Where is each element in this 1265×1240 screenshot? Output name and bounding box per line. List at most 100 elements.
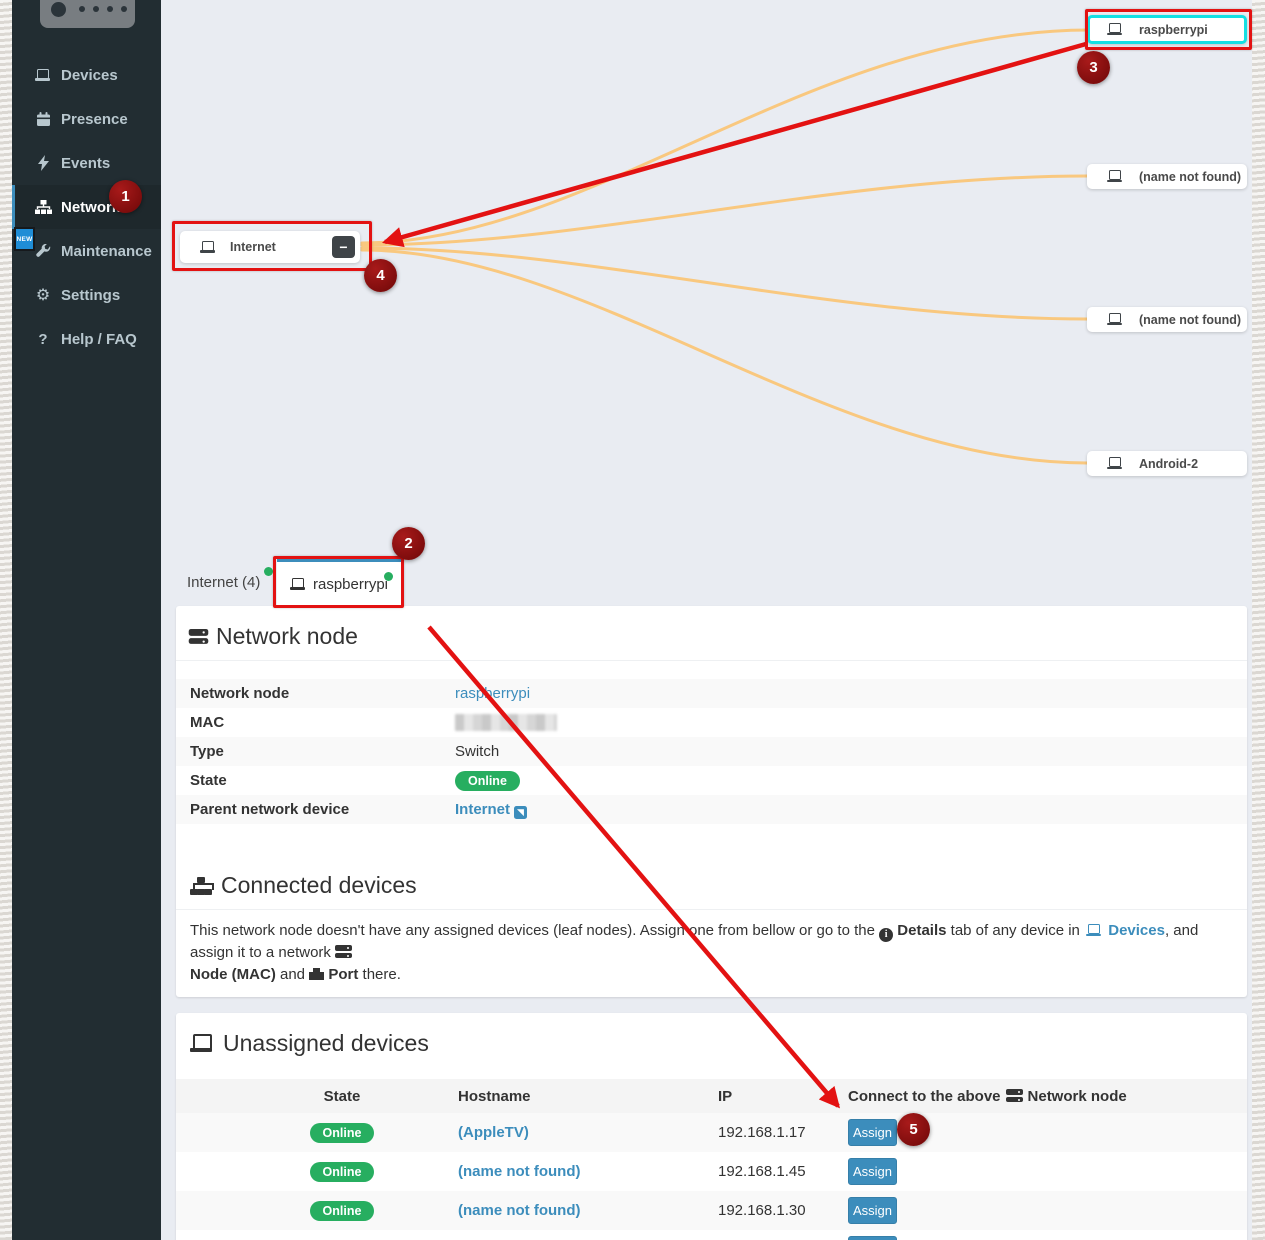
assign-button[interactable]: Assign	[848, 1158, 897, 1185]
network-node-panel: Network node Network node raspberrypi MA…	[176, 606, 1247, 997]
node-mac-emphasis: Node (MAC)	[190, 966, 276, 983]
sidebar-item-help[interactable]: ? Help / FAQ	[12, 317, 161, 361]
row-label: Parent network device	[190, 801, 350, 818]
laptop-icon	[289, 577, 306, 591]
col-ip: IP	[718, 1087, 733, 1105]
online-status-badge: Online	[309, 1122, 375, 1143]
sidebar-item-devices[interactable]: Devices	[12, 53, 161, 97]
col-connect: Connect to the above Network node	[848, 1087, 1127, 1105]
topology-node-android-2[interactable]: Android-2	[1087, 451, 1247, 476]
sidebar-item-presence[interactable]: Presence	[12, 97, 161, 141]
table-row: MAC	[176, 708, 1247, 737]
ip-value: 192.168.1.17	[718, 1124, 806, 1141]
topology-node-unnamed-1[interactable]: (name not found)	[1087, 164, 1247, 189]
unassigned-devices-heading: Unassigned devices	[176, 1013, 1247, 1067]
node-name-link[interactable]: raspberrypi	[455, 685, 531, 702]
server-icon	[1005, 1089, 1023, 1103]
panel-title: Unassigned devices	[223, 1030, 429, 1056]
external-link-icon[interactable]: ◥	[514, 805, 528, 819]
question-icon: ?	[38, 330, 48, 348]
sidebar-item-maintenance[interactable]: Maintenance	[12, 229, 161, 273]
hostname-link[interactable]: (name not found)	[458, 1163, 581, 1180]
server-icon	[188, 628, 209, 644]
topology-node-internet[interactable]: Internet −	[180, 231, 360, 263]
table-row: Online (name not found) 192.168.1.57 Ass…	[176, 1230, 1247, 1240]
assign-button[interactable]: Assign	[848, 1119, 897, 1146]
desc-text: there.	[358, 966, 401, 983]
assign-button[interactable]: Assign	[848, 1236, 897, 1240]
server-icon	[335, 945, 353, 959]
tab-raspberrypi[interactable]: raspberrypi	[277, 559, 401, 606]
node-label: Android-2	[1139, 456, 1199, 471]
table-row: Online (AppleTV) 192.168.1.17 Assign	[176, 1113, 1247, 1152]
lightning-bolt-icon	[33, 155, 53, 171]
table-row: Online (name not found) 192.168.1.30 Ass…	[176, 1191, 1247, 1230]
row-label: State	[190, 772, 227, 789]
info-circle-icon: i	[879, 928, 894, 943]
node-detail-table: Network node raspberrypi MAC Type Switch…	[176, 679, 1247, 824]
laptop-icon	[200, 240, 216, 254]
sidebar-item-label: Settings	[61, 286, 121, 304]
topology-node-unnamed-2[interactable]: (name not found)	[1087, 307, 1247, 332]
node-label: raspberrypi	[1139, 22, 1208, 37]
node-label: (name not found)	[1139, 312, 1242, 327]
ethernet-port-icon	[309, 968, 325, 980]
desc-text: This network node doesn't have any assig…	[190, 922, 880, 939]
table-row: Parent network device Internet ◥	[176, 795, 1247, 824]
ip-value: 192.168.1.45	[718, 1163, 806, 1180]
redacted-mac-value	[455, 714, 557, 731]
hostname-link[interactable]: (name not found)	[458, 1202, 581, 1219]
sidebar-item-settings[interactable]: ⚙ Settings	[12, 273, 161, 317]
new-feature-badge: NEW	[14, 227, 35, 251]
online-status-badge: Online	[455, 770, 520, 791]
network-node-heading: Network node	[176, 606, 1247, 660]
page-margin-left	[0, 0, 12, 1240]
page-scrollbar-strip[interactable]	[1252, 0, 1265, 1240]
online-dot	[264, 567, 274, 576]
row-label: MAC	[190, 714, 225, 731]
sidebar-item-label: Network	[61, 198, 121, 216]
sidebar-item-network[interactable]: Network	[12, 185, 161, 229]
table-row: State Online	[176, 766, 1247, 795]
devices-link[interactable]: Devices	[1108, 922, 1165, 939]
panel-title: Network node	[216, 623, 358, 649]
parent-device-link[interactable]: Internet	[455, 800, 511, 818]
panel-title: Connected devices	[221, 872, 417, 898]
sidebar: Devices Presence Events Network	[12, 0, 161, 1240]
online-status-badge: Online	[309, 1200, 375, 1221]
collapse-node-button[interactable]: −	[332, 236, 355, 258]
desc-text: and	[275, 966, 310, 983]
row-label: Type	[190, 743, 224, 760]
gear-icon: ⚙	[35, 287, 51, 304]
connected-devices-heading: Connected devices	[176, 824, 1247, 909]
laptop-icon	[1107, 170, 1123, 183]
online-dot	[384, 572, 393, 581]
connected-devices-description: This network node doesn't have any assig…	[176, 910, 1247, 986]
details-emphasis: Details	[897, 922, 947, 939]
app-logo-router-icon	[40, 0, 135, 28]
table-row: Type Switch	[176, 737, 1247, 766]
table-header-row: State Hostname IP Connect to the above N…	[176, 1079, 1247, 1113]
hostname-link[interactable]: (AppleTV)	[458, 1124, 529, 1141]
col-state: State	[323, 1087, 361, 1105]
col-hostname: Hostname	[458, 1087, 531, 1105]
node-tabbar: Internet (4) raspberrypi	[161, 556, 1252, 606]
laptop-icon	[33, 68, 53, 82]
topology-node-raspberrypi[interactable]: raspberrypi	[1087, 15, 1247, 44]
sidebar-item-label: Devices	[61, 66, 118, 84]
divider	[176, 660, 1247, 661]
row-label: Network node	[190, 685, 290, 702]
calendar-icon	[33, 111, 53, 127]
sitemap-icon	[190, 876, 214, 895]
sidebar-item-label: Help / FAQ	[61, 330, 137, 348]
sitemap-icon	[33, 199, 53, 215]
port-emphasis: Port	[328, 966, 359, 983]
unassigned-devices-panel: Unassigned devices State Hostname IP Con…	[176, 1013, 1247, 1240]
sidebar-item-label: Events	[61, 154, 111, 172]
sidebar-item-events[interactable]: Events	[12, 141, 161, 185]
node-label: (name not found)	[1139, 169, 1242, 184]
tab-internet[interactable]: Internet (4)	[187, 567, 274, 591]
table-row: Network node raspberrypi	[176, 679, 1247, 708]
node-label: Internet	[230, 240, 276, 254]
assign-button[interactable]: Assign	[848, 1197, 897, 1224]
